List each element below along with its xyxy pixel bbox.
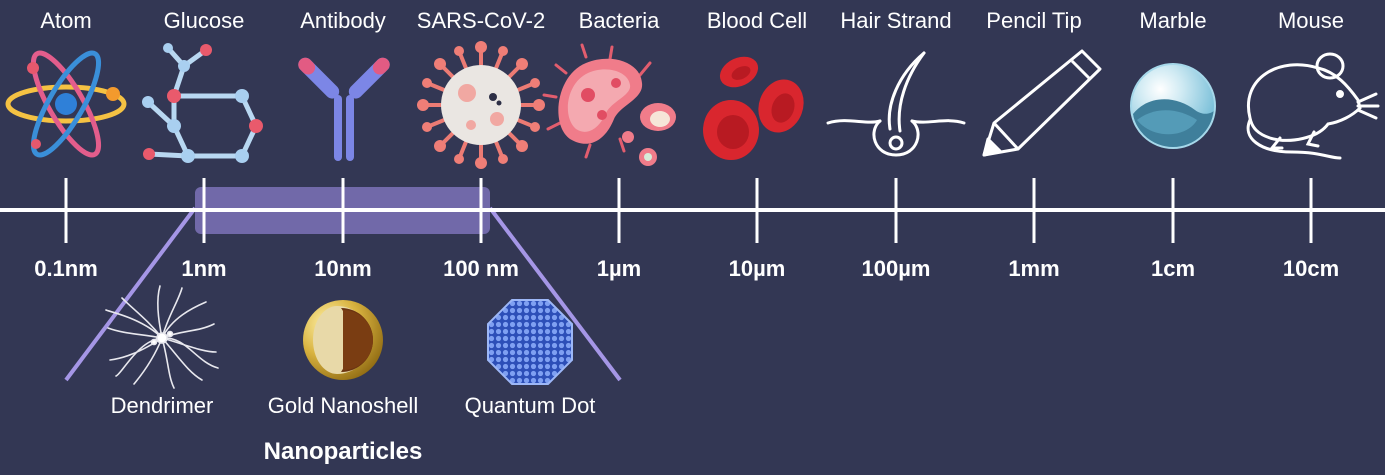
item-label-hair-strand: Hair Strand bbox=[840, 8, 952, 33]
item-label-mouse: Mouse bbox=[1277, 8, 1345, 33]
marble-icon bbox=[1130, 63, 1216, 149]
gold-nanoshell-icon bbox=[303, 300, 383, 380]
nano-funnel-right bbox=[488, 206, 622, 382]
scale-label-4: 1µm bbox=[596, 256, 642, 281]
quantum-dot-icon bbox=[487, 299, 573, 385]
item-label-atom: Atom bbox=[40, 8, 92, 33]
scale-label-5: 10µm bbox=[728, 256, 786, 281]
scale-label-2: 10nm bbox=[314, 256, 372, 281]
hair-follicle-icon bbox=[826, 51, 966, 157]
nano-label-quantum-dot: Quantum Dot bbox=[464, 393, 596, 418]
item-label-blood-cell: Blood Cell bbox=[706, 8, 808, 33]
item-label-glucose: Glucose bbox=[163, 8, 245, 33]
item-label-bacteria: Bacteria bbox=[578, 8, 660, 33]
nanoparticles-group-label: Nanoparticles bbox=[263, 438, 423, 465]
atom-icon bbox=[5, 50, 127, 158]
scale-label-6: 100µm bbox=[861, 256, 931, 281]
blood-cell-icon bbox=[703, 56, 804, 160]
virus-icon bbox=[417, 41, 545, 169]
dendrimer-icon bbox=[105, 285, 219, 389]
scale-label-3: 100 nm bbox=[443, 256, 519, 281]
scale-label-0: 0.1nm bbox=[34, 256, 98, 281]
bacteria-icon bbox=[542, 43, 676, 166]
molecule-icon bbox=[142, 43, 263, 163]
mouse-icon bbox=[1246, 52, 1380, 160]
item-label-sars-cov-2: SARS-CoV-2 bbox=[416, 8, 546, 33]
scale-label-9: 10cm bbox=[1282, 256, 1340, 281]
axis-ticks bbox=[64, 178, 1313, 243]
item-label-antibody: Antibody bbox=[300, 8, 386, 33]
nano-label-dendrimer: Dendrimer bbox=[110, 393, 214, 418]
item-label-pencil-tip: Pencil Tip bbox=[986, 8, 1082, 33]
nano-funnel-left bbox=[64, 206, 197, 382]
antibody-icon bbox=[298, 57, 390, 161]
item-label-marble: Marble bbox=[1139, 8, 1207, 33]
pencil-icon bbox=[982, 49, 1102, 157]
nano-label-gold-nanoshell: Gold Nanoshell bbox=[267, 393, 419, 418]
scale-label-8: 1cm bbox=[1150, 256, 1196, 281]
scale-label-7: 1mm bbox=[1008, 256, 1060, 281]
scale-label-1: 1nm bbox=[181, 256, 227, 281]
